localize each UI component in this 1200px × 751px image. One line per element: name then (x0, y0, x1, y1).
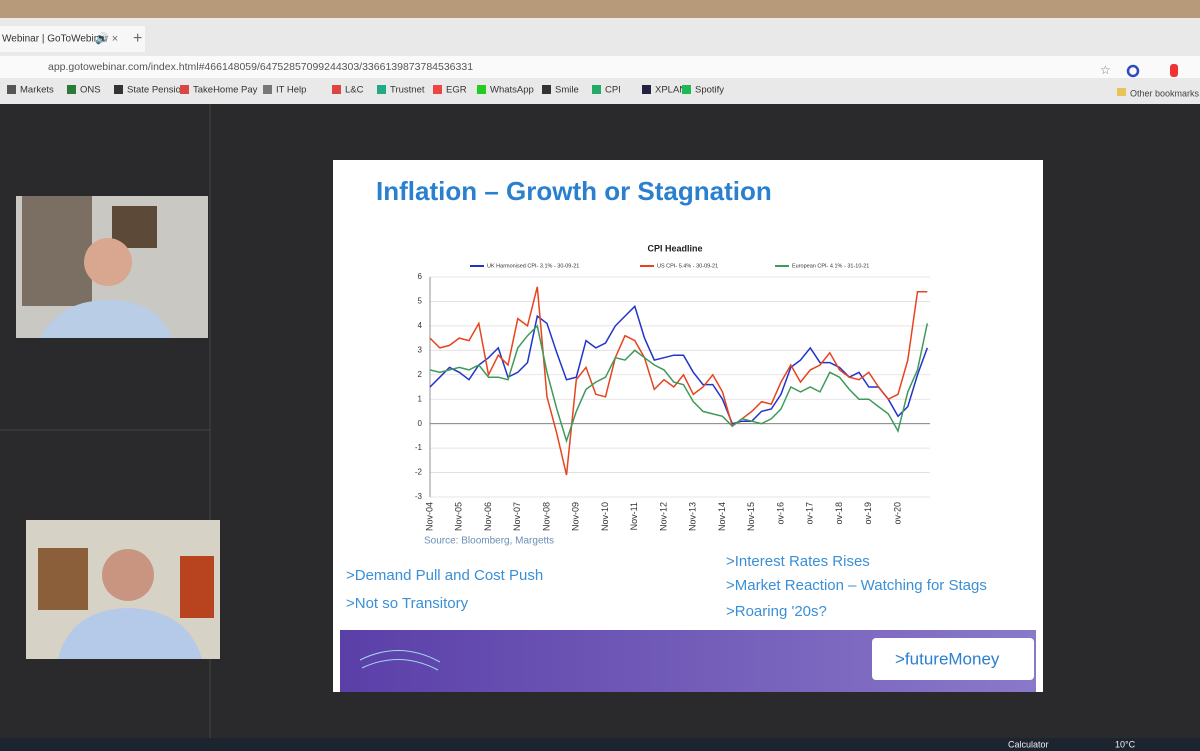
y-tick-label: 0 (418, 419, 423, 428)
x-tick-label: ov-17 (805, 502, 815, 525)
bookmark[interactable]: TakeHome Pay (193, 85, 258, 96)
x-tick-label: ov-19 (863, 502, 873, 525)
x-tick-label: Nov-04 (424, 502, 434, 531)
temperature: 10°C (1115, 739, 1136, 749)
y-tick-label: -2 (415, 468, 423, 477)
webcam-2 (26, 520, 220, 659)
extension[interactable] (1126, 64, 1140, 78)
wall (0, 0, 1200, 20)
x-tick-label: Nov-05 (454, 502, 464, 531)
bookmark[interactable]: Spotify (695, 85, 724, 96)
chart-title: CPI Headline (647, 243, 702, 253)
address-bar[interactable] (0, 56, 1200, 78)
other-bookmarks[interactable]: Other bookmarks (1130, 88, 1200, 98)
x-tick-label: Nov-10 (600, 502, 610, 531)
legend-label: European CPI- 4.1% - 31-10-21 (792, 263, 869, 269)
bookmark-icon (67, 85, 76, 94)
bullet: >Demand Pull and Cost Push (346, 567, 543, 584)
bookmark[interactable]: State Pension (127, 85, 186, 96)
bookmark[interactable]: CPI (605, 85, 621, 96)
x-tick-label: Nov-09 (571, 502, 581, 531)
x-tick-label: Nov-14 (717, 502, 727, 531)
y-tick-label: 2 (418, 370, 423, 379)
bullet: >Interest Rates Rises (726, 553, 870, 570)
bookmark-icon (592, 85, 601, 94)
bookmark-icon (682, 85, 691, 94)
bookmarks-bar: Markets ONS State Pension TakeHome Pay IT He… (7, 85, 724, 96)
bookmark[interactable]: ONS (80, 85, 101, 96)
x-tick-label: Nov-11 (629, 502, 639, 530)
y-tick-label: 5 (418, 297, 423, 306)
bullet: >Roaring '20s? (726, 603, 827, 620)
logo-box (872, 638, 1034, 680)
line-series (429, 304, 929, 425)
legend-label: UK Harmonised CPI- 3.1% - 30-09-21 (487, 263, 579, 269)
bookmark[interactable]: Markets (20, 85, 54, 96)
bookmark-icon (114, 85, 123, 94)
slide (333, 160, 1043, 692)
x-tick-label: ov-18 (834, 502, 844, 525)
bookmark-icon (542, 85, 551, 94)
y-tick-label: 3 (418, 345, 423, 354)
url[interactable]: app.gotowebinar.com/index.html#466148059… (48, 61, 473, 73)
bookmark[interactable]: L&C (345, 85, 364, 96)
x-tick-label: ov-16 (775, 502, 785, 525)
x-tick-label: ov-20 (892, 502, 902, 525)
y-tick-label: -3 (415, 492, 423, 501)
y-tick-label: 1 (418, 394, 423, 403)
taskbar (0, 738, 1200, 751)
tab-close[interactable]: 🔊 × (95, 31, 118, 45)
bookmark[interactable]: Trustnet (390, 85, 425, 96)
bookmark[interactable]: Smile (555, 85, 579, 96)
footer-graphic (359, 650, 441, 671)
bookmark-icon (332, 85, 341, 94)
y-tick-label: -1 (415, 443, 423, 452)
tab-title[interactable]: Webinar | GoToWebinar (2, 34, 109, 45)
bookmark[interactable]: EGR (446, 85, 467, 96)
webcam-1 (16, 196, 208, 338)
folder-icon (1117, 88, 1126, 96)
logo: >futureMoney (895, 649, 1000, 668)
bookmark[interactable]: XPLAN (655, 85, 686, 96)
slide-title: Inflation – Growth or Stagnation (376, 176, 772, 206)
x-tick-label: Nov-08 (541, 502, 551, 531)
source: Source: Bloomberg, Margetts (424, 536, 554, 547)
x-tick-label: Nov-12 (658, 502, 668, 531)
star[interactable]: ☆ (1100, 63, 1111, 77)
x-tick-label: Nov-15 (746, 502, 756, 531)
taskbar-app[interactable]: Calculator (1008, 739, 1049, 749)
bullet: >Not so Transitory (346, 595, 469, 612)
y-tick-label: 4 (418, 321, 423, 330)
x-tick-label: Nov-13 (688, 502, 698, 531)
new-tab[interactable]: + (133, 30, 142, 47)
bookmark[interactable]: IT Help (276, 85, 306, 96)
bookmark-icon (642, 85, 651, 94)
y-tick-label: 6 (418, 272, 423, 281)
bookmark-icon (180, 85, 189, 94)
x-tick-label: Nov-06 (483, 502, 493, 531)
bookmark-icon (477, 85, 486, 94)
bookmark-icon (377, 85, 386, 94)
line-series (429, 323, 929, 444)
tab[interactable] (0, 26, 145, 52)
bookmark-icon (433, 85, 442, 94)
line-series (429, 286, 928, 476)
bookmark-icon (263, 85, 272, 94)
bookmark[interactable]: WhatsApp (490, 85, 534, 96)
x-tick-label: Nov-07 (512, 502, 522, 531)
extension[interactable] (1170, 64, 1178, 77)
chart: -3 -2 -1 0 1 2 3 4 5 6 Nov-04 Nov-05 Nov-06 Nov-07 Nov… (415, 263, 930, 531)
legend-label: US CPI- 5.4% - 30-09-21 (657, 263, 718, 269)
bookmark-icon (7, 85, 16, 94)
bullet: >Market Reaction – Watching for Stags (726, 577, 987, 594)
